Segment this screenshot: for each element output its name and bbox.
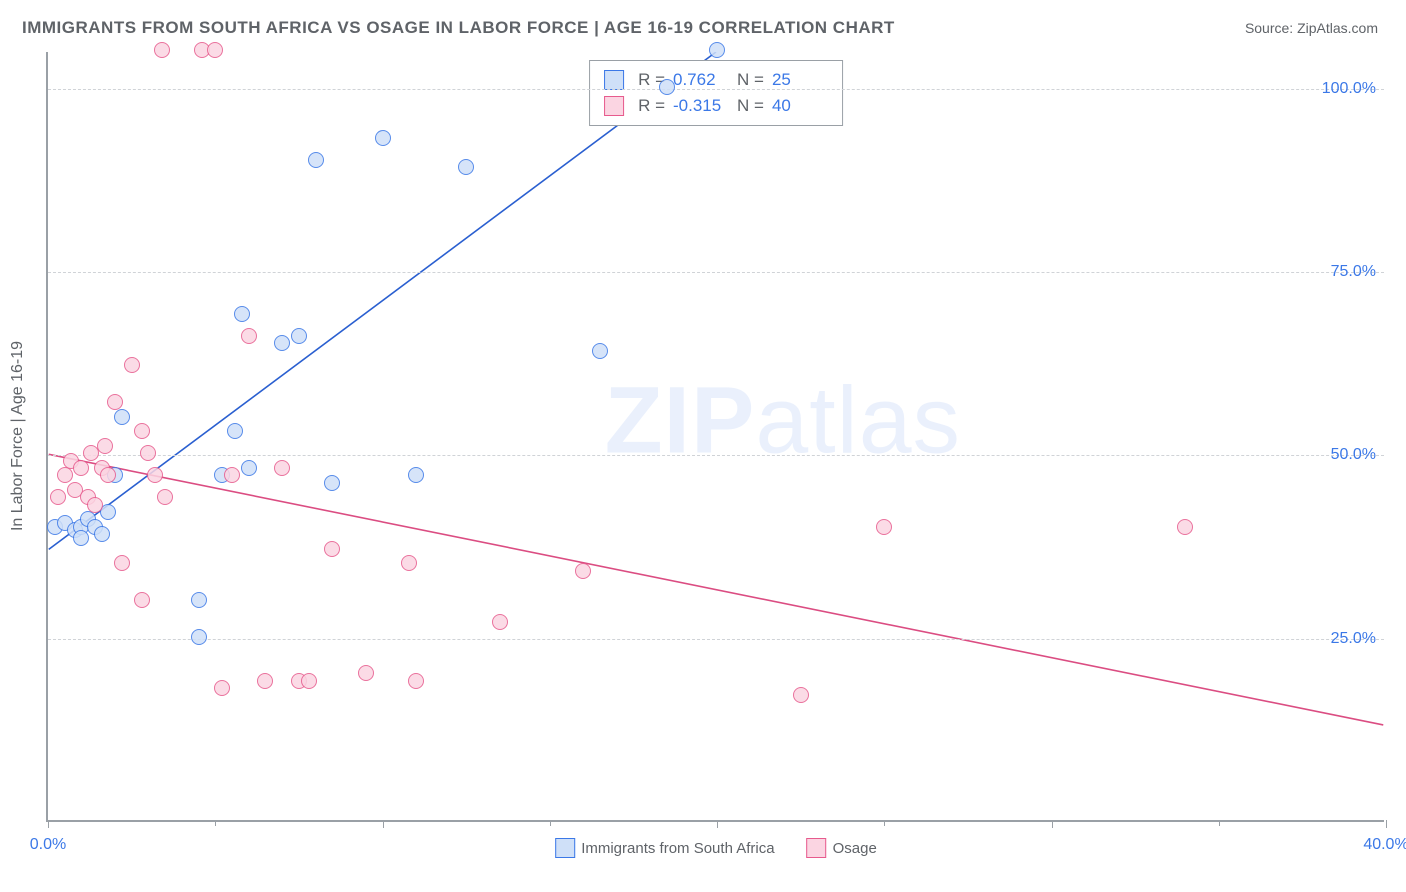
n-label-b: N = (737, 93, 764, 119)
x-tick-minor (1219, 820, 1220, 826)
legend-bottom: Immigrants from South Africa Osage (555, 838, 877, 858)
data-point (458, 159, 474, 175)
data-point (114, 409, 130, 425)
data-point (114, 555, 130, 571)
data-point (147, 467, 163, 483)
y-tick-label: 75.0% (1331, 263, 1376, 281)
data-point (140, 445, 156, 461)
data-point (224, 467, 240, 483)
data-point (214, 680, 230, 696)
data-point (154, 42, 170, 58)
swatch-series-b (604, 96, 624, 116)
data-point (793, 687, 809, 703)
data-point (134, 423, 150, 439)
x-tick (717, 820, 718, 828)
data-point (107, 394, 123, 410)
legend-item-b: Osage (807, 838, 877, 858)
y-tick-label: 25.0% (1331, 630, 1376, 648)
data-point (358, 665, 374, 681)
data-point (207, 42, 223, 58)
x-tick-label: 0.0% (30, 836, 66, 854)
data-point (50, 489, 66, 505)
r-label-b: R = (638, 93, 665, 119)
gridline-y (48, 455, 1384, 456)
data-point (87, 497, 103, 513)
data-point (324, 475, 340, 491)
data-point (100, 467, 116, 483)
data-point (227, 423, 243, 439)
y-tick-label: 50.0% (1331, 446, 1376, 464)
x-tick-minor (550, 820, 551, 826)
watermark: ZIPatlas (605, 366, 961, 475)
data-point (97, 438, 113, 454)
gridline-y (48, 89, 1384, 90)
n-value-b: 40 (772, 93, 828, 119)
x-tick (48, 820, 49, 828)
data-point (73, 530, 89, 546)
data-point (1177, 519, 1193, 535)
data-point (709, 42, 725, 58)
data-point (191, 592, 207, 608)
data-point (659, 79, 675, 95)
data-point (492, 614, 508, 630)
data-point (241, 460, 257, 476)
data-point (257, 673, 273, 689)
watermark-zip: ZIP (605, 367, 756, 473)
x-tick-minor (884, 820, 885, 826)
data-point (301, 673, 317, 689)
swatch-series-a (604, 70, 624, 90)
data-point (408, 467, 424, 483)
data-point (408, 673, 424, 689)
x-tick (1386, 820, 1387, 828)
gridline-y (48, 272, 1384, 273)
legend-label-b: Osage (833, 840, 877, 857)
x-tick-label: 40.0% (1363, 836, 1406, 854)
r-value-b: -0.315 (673, 93, 729, 119)
data-point (234, 306, 250, 322)
stats-legend-box: R = 0.762 N = 25 R = -0.315 N = 40 (589, 60, 843, 126)
source-label: Source: ZipAtlas.com (1245, 20, 1378, 36)
legend-item-a: Immigrants from South Africa (555, 838, 774, 858)
plot-area: ZIPatlas In Labor Force | Age 16-19 R = … (46, 52, 1384, 822)
y-tick-label: 100.0% (1322, 80, 1376, 98)
data-point (274, 460, 290, 476)
data-point (134, 592, 150, 608)
x-tick (383, 820, 384, 828)
legend-swatch-a (555, 838, 575, 858)
data-point (57, 467, 73, 483)
stats-row-series-b: R = -0.315 N = 40 (604, 93, 828, 119)
data-point (157, 489, 173, 505)
data-point (324, 541, 340, 557)
data-point (876, 519, 892, 535)
data-point (375, 130, 391, 146)
data-point (401, 555, 417, 571)
data-point (94, 526, 110, 542)
x-tick-minor (215, 820, 216, 826)
data-point (575, 563, 591, 579)
data-point (191, 629, 207, 645)
data-point (308, 152, 324, 168)
data-point (73, 460, 89, 476)
y-axis-title: In Labor Force | Age 16-19 (9, 341, 27, 531)
legend-swatch-b (807, 838, 827, 858)
data-point (241, 328, 257, 344)
trend-line (49, 454, 1384, 725)
gridline-y (48, 639, 1384, 640)
data-point (291, 328, 307, 344)
x-tick (1052, 820, 1053, 828)
trend-lines (48, 52, 1384, 820)
chart-title: IMMIGRANTS FROM SOUTH AFRICA VS OSAGE IN… (22, 18, 895, 38)
watermark-atlas: atlas (755, 367, 961, 473)
legend-label-a: Immigrants from South Africa (581, 840, 774, 857)
data-point (274, 335, 290, 351)
data-point (592, 343, 608, 359)
data-point (124, 357, 140, 373)
